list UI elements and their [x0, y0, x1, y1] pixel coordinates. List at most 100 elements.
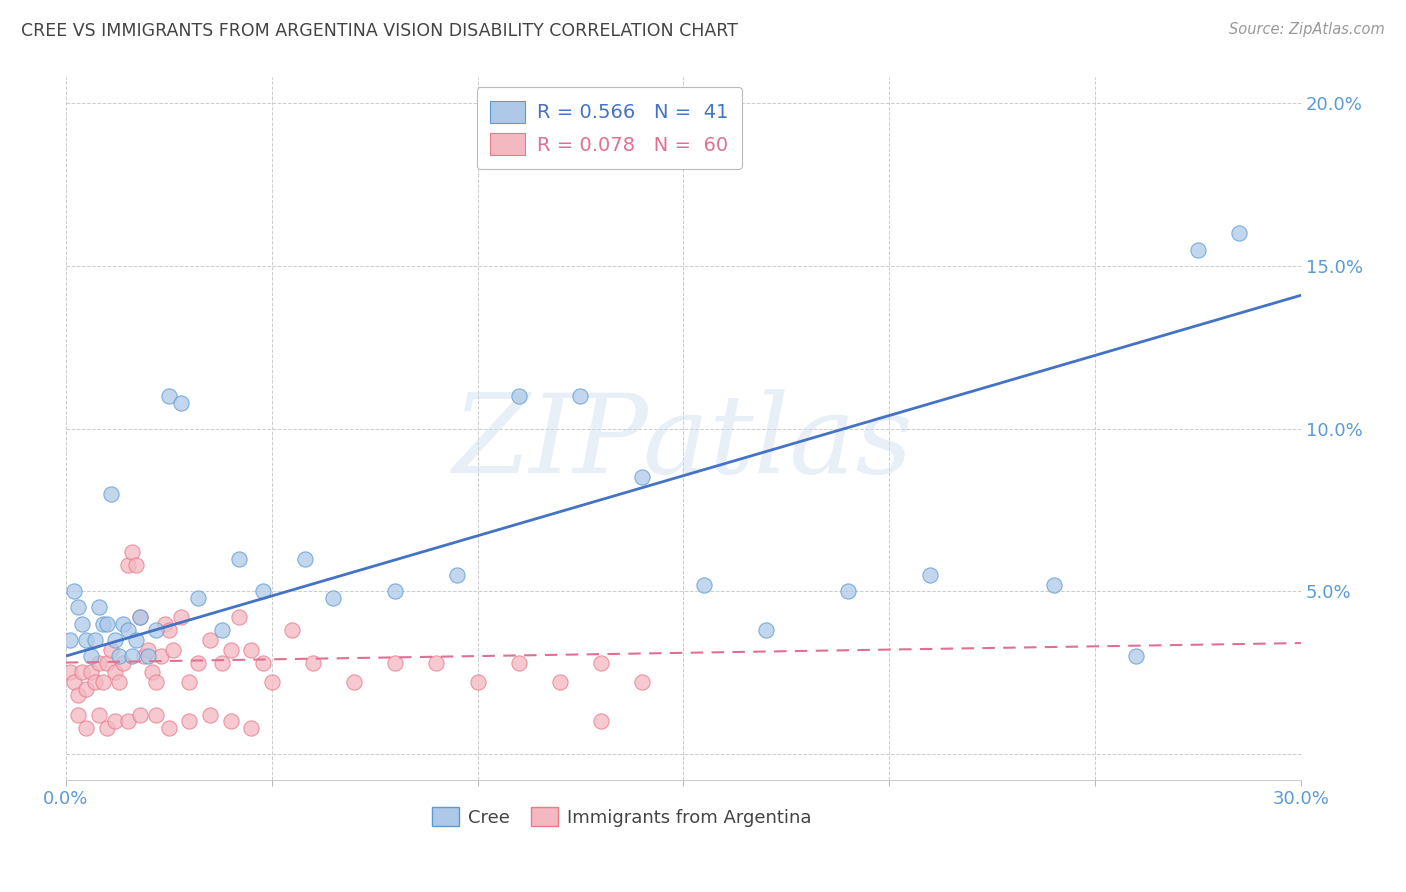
- Point: [104, 632, 127, 647]
- Point: [1227, 227, 1250, 241]
- Point: [508, 656, 530, 670]
- Point: [67, 600, 90, 615]
- Point: [240, 642, 263, 657]
- Point: [467, 675, 489, 690]
- Point: [67, 688, 90, 702]
- Point: [100, 486, 122, 500]
- Point: [129, 707, 152, 722]
- Point: [1043, 577, 1066, 591]
- Point: [112, 656, 135, 670]
- Point: [219, 642, 242, 657]
- Point: [149, 649, 172, 664]
- Point: [591, 714, 613, 728]
- Point: [252, 656, 274, 670]
- Point: [75, 721, 97, 735]
- Point: [425, 656, 447, 670]
- Point: [108, 675, 131, 690]
- Point: [446, 567, 468, 582]
- Point: [198, 707, 221, 722]
- Point: [631, 675, 654, 690]
- Text: ZIPatlas: ZIPatlas: [453, 389, 914, 496]
- Point: [384, 656, 406, 670]
- Point: [157, 721, 180, 735]
- Point: [129, 610, 152, 624]
- Point: [211, 656, 233, 670]
- Point: [162, 642, 184, 657]
- Point: [67, 707, 90, 722]
- Point: [343, 675, 366, 690]
- Point: [91, 616, 114, 631]
- Point: [104, 714, 127, 728]
- Point: [693, 577, 716, 591]
- Point: [219, 714, 242, 728]
- Point: [100, 642, 122, 657]
- Point: [322, 591, 344, 605]
- Point: [112, 616, 135, 631]
- Point: [141, 665, 163, 680]
- Point: [170, 610, 193, 624]
- Point: [72, 665, 94, 680]
- Point: [302, 656, 325, 670]
- Text: Source: ZipAtlas.com: Source: ZipAtlas.com: [1229, 22, 1385, 37]
- Point: [1125, 649, 1147, 664]
- Point: [187, 656, 209, 670]
- Point: [75, 632, 97, 647]
- Point: [83, 632, 105, 647]
- Point: [837, 584, 859, 599]
- Point: [79, 649, 101, 664]
- Point: [145, 675, 167, 690]
- Point: [631, 470, 654, 484]
- Point: [187, 591, 209, 605]
- Point: [145, 707, 167, 722]
- Point: [240, 721, 263, 735]
- Point: [125, 558, 148, 572]
- Point: [252, 584, 274, 599]
- Point: [79, 665, 101, 680]
- Point: [384, 584, 406, 599]
- Point: [125, 632, 148, 647]
- Point: [281, 623, 304, 637]
- Point: [755, 623, 778, 637]
- Point: [87, 656, 110, 670]
- Point: [59, 632, 82, 647]
- Point: [96, 656, 118, 670]
- Point: [121, 545, 143, 559]
- Point: [96, 616, 118, 631]
- Point: [294, 551, 316, 566]
- Point: [508, 389, 530, 403]
- Legend: Cree, Immigrants from Argentina: Cree, Immigrants from Argentina: [425, 800, 820, 834]
- Point: [179, 675, 201, 690]
- Point: [1187, 243, 1209, 257]
- Point: [108, 649, 131, 664]
- Point: [569, 389, 592, 403]
- Point: [59, 665, 82, 680]
- Point: [136, 642, 159, 657]
- Point: [260, 675, 283, 690]
- Point: [117, 714, 139, 728]
- Point: [72, 616, 94, 631]
- Point: [87, 707, 110, 722]
- Point: [179, 714, 201, 728]
- Point: [211, 623, 233, 637]
- Point: [228, 610, 250, 624]
- Point: [96, 721, 118, 735]
- Point: [63, 584, 86, 599]
- Point: [136, 649, 159, 664]
- Point: [129, 610, 152, 624]
- Point: [157, 623, 180, 637]
- Point: [548, 675, 571, 690]
- Point: [145, 623, 167, 637]
- Point: [157, 389, 180, 403]
- Point: [170, 395, 193, 409]
- Point: [63, 675, 86, 690]
- Point: [117, 623, 139, 637]
- Point: [153, 616, 176, 631]
- Point: [87, 600, 110, 615]
- Point: [198, 632, 221, 647]
- Point: [83, 675, 105, 690]
- Point: [104, 665, 127, 680]
- Point: [228, 551, 250, 566]
- Point: [117, 558, 139, 572]
- Point: [121, 649, 143, 664]
- Point: [132, 649, 155, 664]
